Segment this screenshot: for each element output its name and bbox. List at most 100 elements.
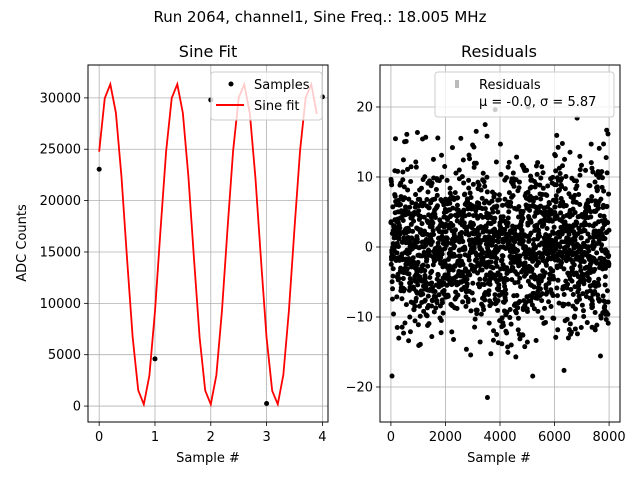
residual-point [555,144,561,150]
residual-point [577,202,583,208]
residual-point [469,290,475,296]
residual-point [477,276,483,282]
residual-point [472,264,478,270]
residual-point [527,207,533,213]
sine-fit-ytick-label-0: 0 [73,400,81,415]
residuals-ticks: 0 2000 4000 6000 8000 −20 −10 0 10 20 [346,101,626,446]
residual-point [489,300,495,306]
legend-label-residuals-stats: μ = -0.0, σ = 5.87 [479,95,596,110]
residual-point [489,198,495,204]
residual-point [496,192,502,198]
residual-point [422,297,428,303]
residual-point [510,193,516,199]
residual-point [433,305,439,311]
residual-point [424,313,430,319]
residual-point [574,220,580,226]
residual-point [424,256,430,262]
residual-point [597,353,603,359]
residual-point [394,294,400,300]
residual-point [592,309,598,315]
residual-point [462,191,468,197]
residual-point [504,330,510,336]
residual-point [517,299,523,305]
residual-point [460,299,466,305]
residual-point [552,204,558,210]
residual-point [414,268,420,274]
residual-point [601,213,607,219]
residual-point [584,238,590,244]
residual-point [471,164,477,170]
sine-fit-frame [87,64,329,423]
residual-point [470,181,476,187]
residual-point [389,373,395,379]
residual-point [416,208,422,214]
residual-point [588,141,594,147]
residual-point [604,203,610,209]
residual-point [438,330,444,336]
residual-point [481,282,487,288]
residual-point [563,203,569,209]
residual-point [557,171,563,177]
residual-point [563,174,569,180]
residual-point [432,196,438,202]
residual-point [599,175,605,181]
residual-point [466,257,472,263]
residual-point [495,298,501,304]
residual-point [396,236,402,242]
sine-fit-xtick-label-2: 2 [207,430,215,445]
residual-point [539,298,545,304]
residual-point [561,291,567,297]
residual-point [536,260,542,266]
residuals-ytick-label-1: −10 [346,311,373,326]
residual-point [486,292,492,298]
residual-point [504,309,510,315]
residual-point [491,238,497,244]
residual-point [412,303,418,309]
residual-point [569,278,575,284]
residual-point [407,329,413,335]
residual-point [547,233,553,239]
residual-point [550,293,556,299]
residual-point [514,271,520,277]
residual-point [553,193,559,199]
residual-point [567,321,573,327]
residual-point [394,324,400,330]
residual-point [482,297,488,303]
residual-point [492,292,498,298]
residual-point [428,303,434,309]
residual-point [533,244,539,250]
residual-point [452,227,458,233]
residual-point [431,232,437,238]
residual-point [480,250,486,256]
residual-point [508,321,514,327]
residual-point [481,179,487,185]
residual-point [553,182,559,188]
residual-point [583,167,589,173]
figure-suptitle: Run 2064, channel1, Sine Freq.: 18.005 M… [154,8,487,26]
legend-label-samples: Samples [254,78,310,93]
residual-point [466,232,472,238]
residual-point [398,281,404,287]
residual-point [604,288,610,294]
residual-point [450,222,456,228]
residual-point [504,277,510,283]
residual-point [506,159,512,165]
residual-point [561,301,567,307]
residual-point [430,156,436,162]
residual-point [470,280,476,286]
residual-point [502,196,508,202]
residual-point [499,257,505,263]
residual-point [588,214,594,220]
residual-point [560,163,566,169]
residual-point [520,215,526,221]
residual-point [525,189,531,195]
sine-fit-ytick-label-2: 10000 [40,297,81,312]
residual-point [410,228,416,234]
residual-point [425,293,431,299]
residual-point [542,305,548,311]
residual-point [445,293,451,299]
sine-fit-xlabel: Sample # [176,451,240,466]
residual-point [538,196,544,202]
residual-point [596,297,602,303]
residual-point [528,298,534,304]
